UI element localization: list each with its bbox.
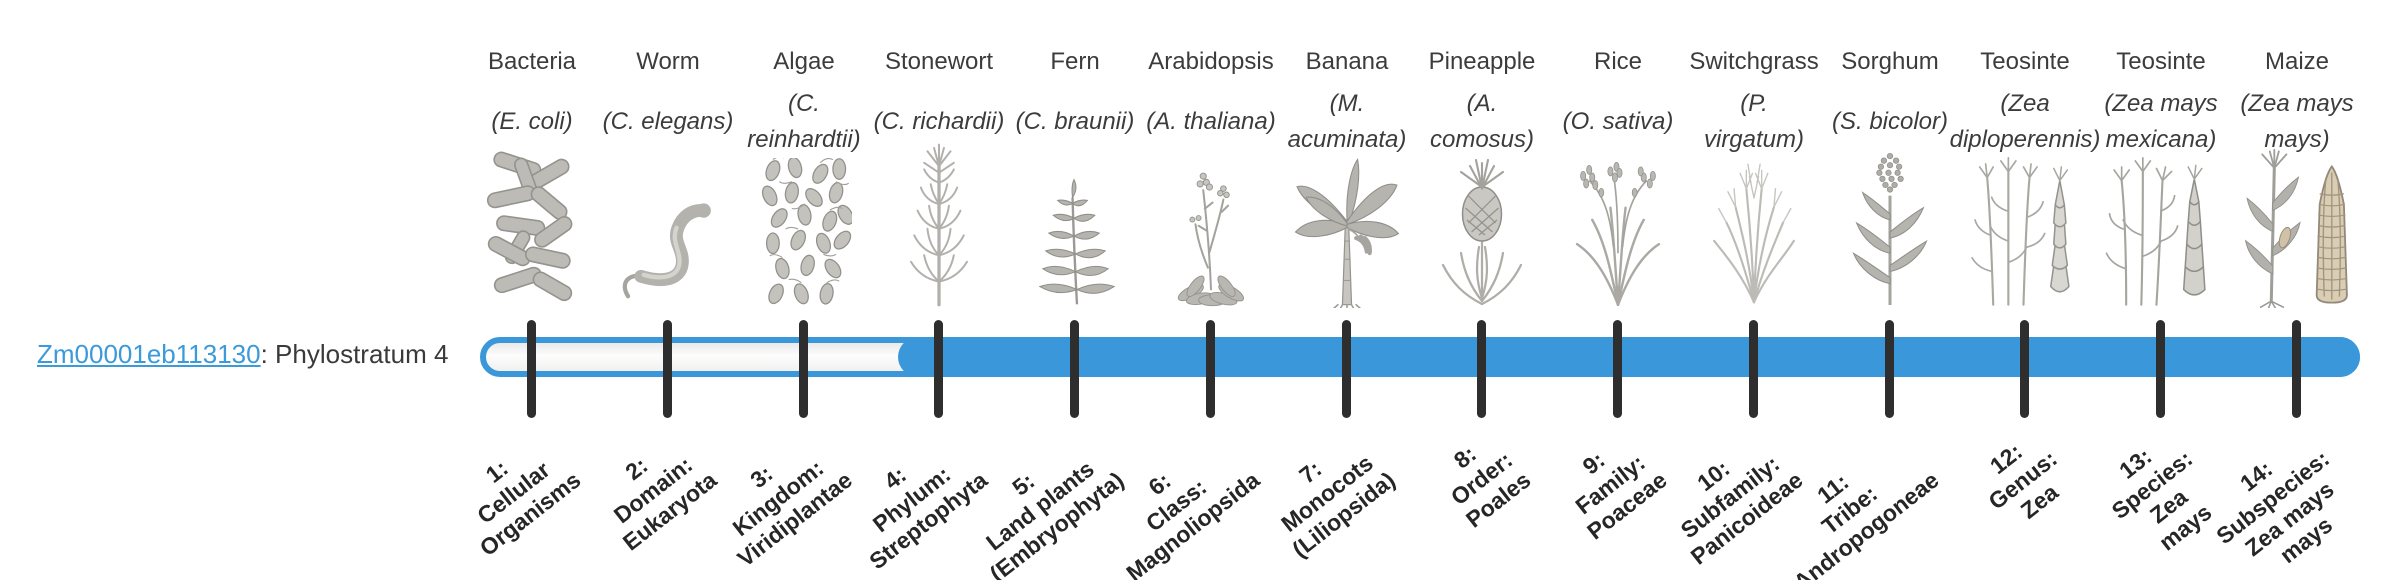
sorghum-icon xyxy=(1815,138,1965,308)
organism-name: Sorghum xyxy=(1841,48,1939,75)
teosinte-diploperennis-icon xyxy=(1950,138,2100,308)
organism-scientific-name: (O. sativa) xyxy=(1562,108,1674,135)
organism-name: Fern xyxy=(1050,48,1100,75)
gene-phylostratum-text: : Phylostratum 4 xyxy=(260,339,449,369)
organism-scientific-name: (E. coli) xyxy=(491,108,573,135)
organism-scientific-name: (Zea mays mexicana) xyxy=(2104,90,2218,153)
organism-scientific-name: (M. acuminata) xyxy=(1287,90,1407,153)
timeline-tick xyxy=(527,320,536,418)
timeline-tick xyxy=(2156,320,2165,418)
phylostratum-label: 14: Subspecies: Zea mays mays xyxy=(2210,445,2339,569)
organism-name: Bacteria xyxy=(487,48,577,75)
phylostratum-label: 12: Genus: Zea xyxy=(1983,438,2063,524)
phylostratum-label: 4: Phylum: Streptophyta xyxy=(864,461,993,575)
organism-name: Switchgrass xyxy=(1689,48,1819,75)
phylostratum-label: 1: Cellular Organisms xyxy=(472,454,586,562)
timeline-tick xyxy=(1206,320,1215,418)
timeline-tick xyxy=(799,320,808,418)
timeline-tick xyxy=(1749,320,1758,418)
organism-scientific-name: (C. reinhardtii) xyxy=(747,90,861,153)
organism-scientific-name: (A. comosus) xyxy=(1429,90,1535,153)
bacteria-icon xyxy=(457,138,607,308)
organism-name: Stonewort xyxy=(884,48,994,75)
timeline-tick xyxy=(1477,320,1486,418)
pineapple-icon xyxy=(1407,138,1557,308)
timeline-tick xyxy=(2020,320,2029,418)
gene-link[interactable]: Zm00001eb113130 xyxy=(37,339,261,369)
timeline-tick xyxy=(1070,320,1079,418)
organism-scientific-name: (P. virgatum) xyxy=(1703,90,1805,153)
timeline-tick xyxy=(2292,320,2301,418)
phylostratum-label: 7: Monocots (Liliopsida) xyxy=(1276,449,1401,563)
phylostratum-label: 3: Kingdom: Viridiplantae xyxy=(728,454,858,572)
rice-icon xyxy=(1543,138,1693,308)
algae-icon xyxy=(729,138,879,308)
organism-name: Maize xyxy=(2264,48,2330,75)
timeline-tick xyxy=(1342,320,1351,418)
timeline-tick xyxy=(663,320,672,418)
organism-name: Teosinte xyxy=(1980,48,2070,75)
organism-name: Rice xyxy=(1593,48,1642,75)
phylostratum-label: 2: Domain: Eukaryota xyxy=(608,451,722,556)
organism-scientific-name: (C. elegans) xyxy=(602,108,734,135)
phylostratum-label: 8: Order: Poales xyxy=(1445,440,1536,533)
phylostratum-label: 5: Land plants (Embryophyta) xyxy=(980,455,1129,580)
organism-scientific-name: (C. braunii) xyxy=(1015,108,1135,135)
organism-scientific-name: (A. thaliana) xyxy=(1146,108,1276,135)
maize-icon xyxy=(2222,138,2372,308)
arabidopsis-icon xyxy=(1136,138,1286,308)
timeline-tick xyxy=(1613,320,1622,418)
phylostratum-label: 6: Class: Magnoliopsida xyxy=(1121,466,1265,580)
switchgrass-icon xyxy=(1679,138,1829,308)
organism-name: Banana xyxy=(1305,48,1389,75)
organism-name: Worm xyxy=(636,48,700,75)
timeline-tick xyxy=(1885,320,1894,418)
fern-icon xyxy=(1000,138,1150,308)
organism-name: Teosinte xyxy=(2116,48,2206,75)
phylostratum-label: 9: Family: Poaceae xyxy=(1570,446,1672,545)
gene-label: Zm00001eb113130: Phylostratum 4 xyxy=(37,339,448,370)
banana-icon xyxy=(1272,138,1422,308)
timeline-bar-fill xyxy=(898,337,2360,377)
organism-name: Arabidopsis xyxy=(1148,48,1274,75)
organism-name: Pineapple xyxy=(1428,48,1536,75)
organism-scientific-name: (C. richardii) xyxy=(873,108,1005,135)
organism-name: Algae xyxy=(773,48,835,75)
organism-scientific-name: (Zea diploperennis) xyxy=(1949,90,2101,153)
teosinte-mexicana-icon xyxy=(2086,138,2236,308)
organism-scientific-name: (Zea mays mays) xyxy=(2240,90,2354,153)
worm-icon xyxy=(593,138,743,308)
stonewort-icon xyxy=(864,138,1014,308)
timeline-tick xyxy=(934,320,943,418)
organism-scientific-name: (S. bicolor) xyxy=(1831,108,1949,135)
